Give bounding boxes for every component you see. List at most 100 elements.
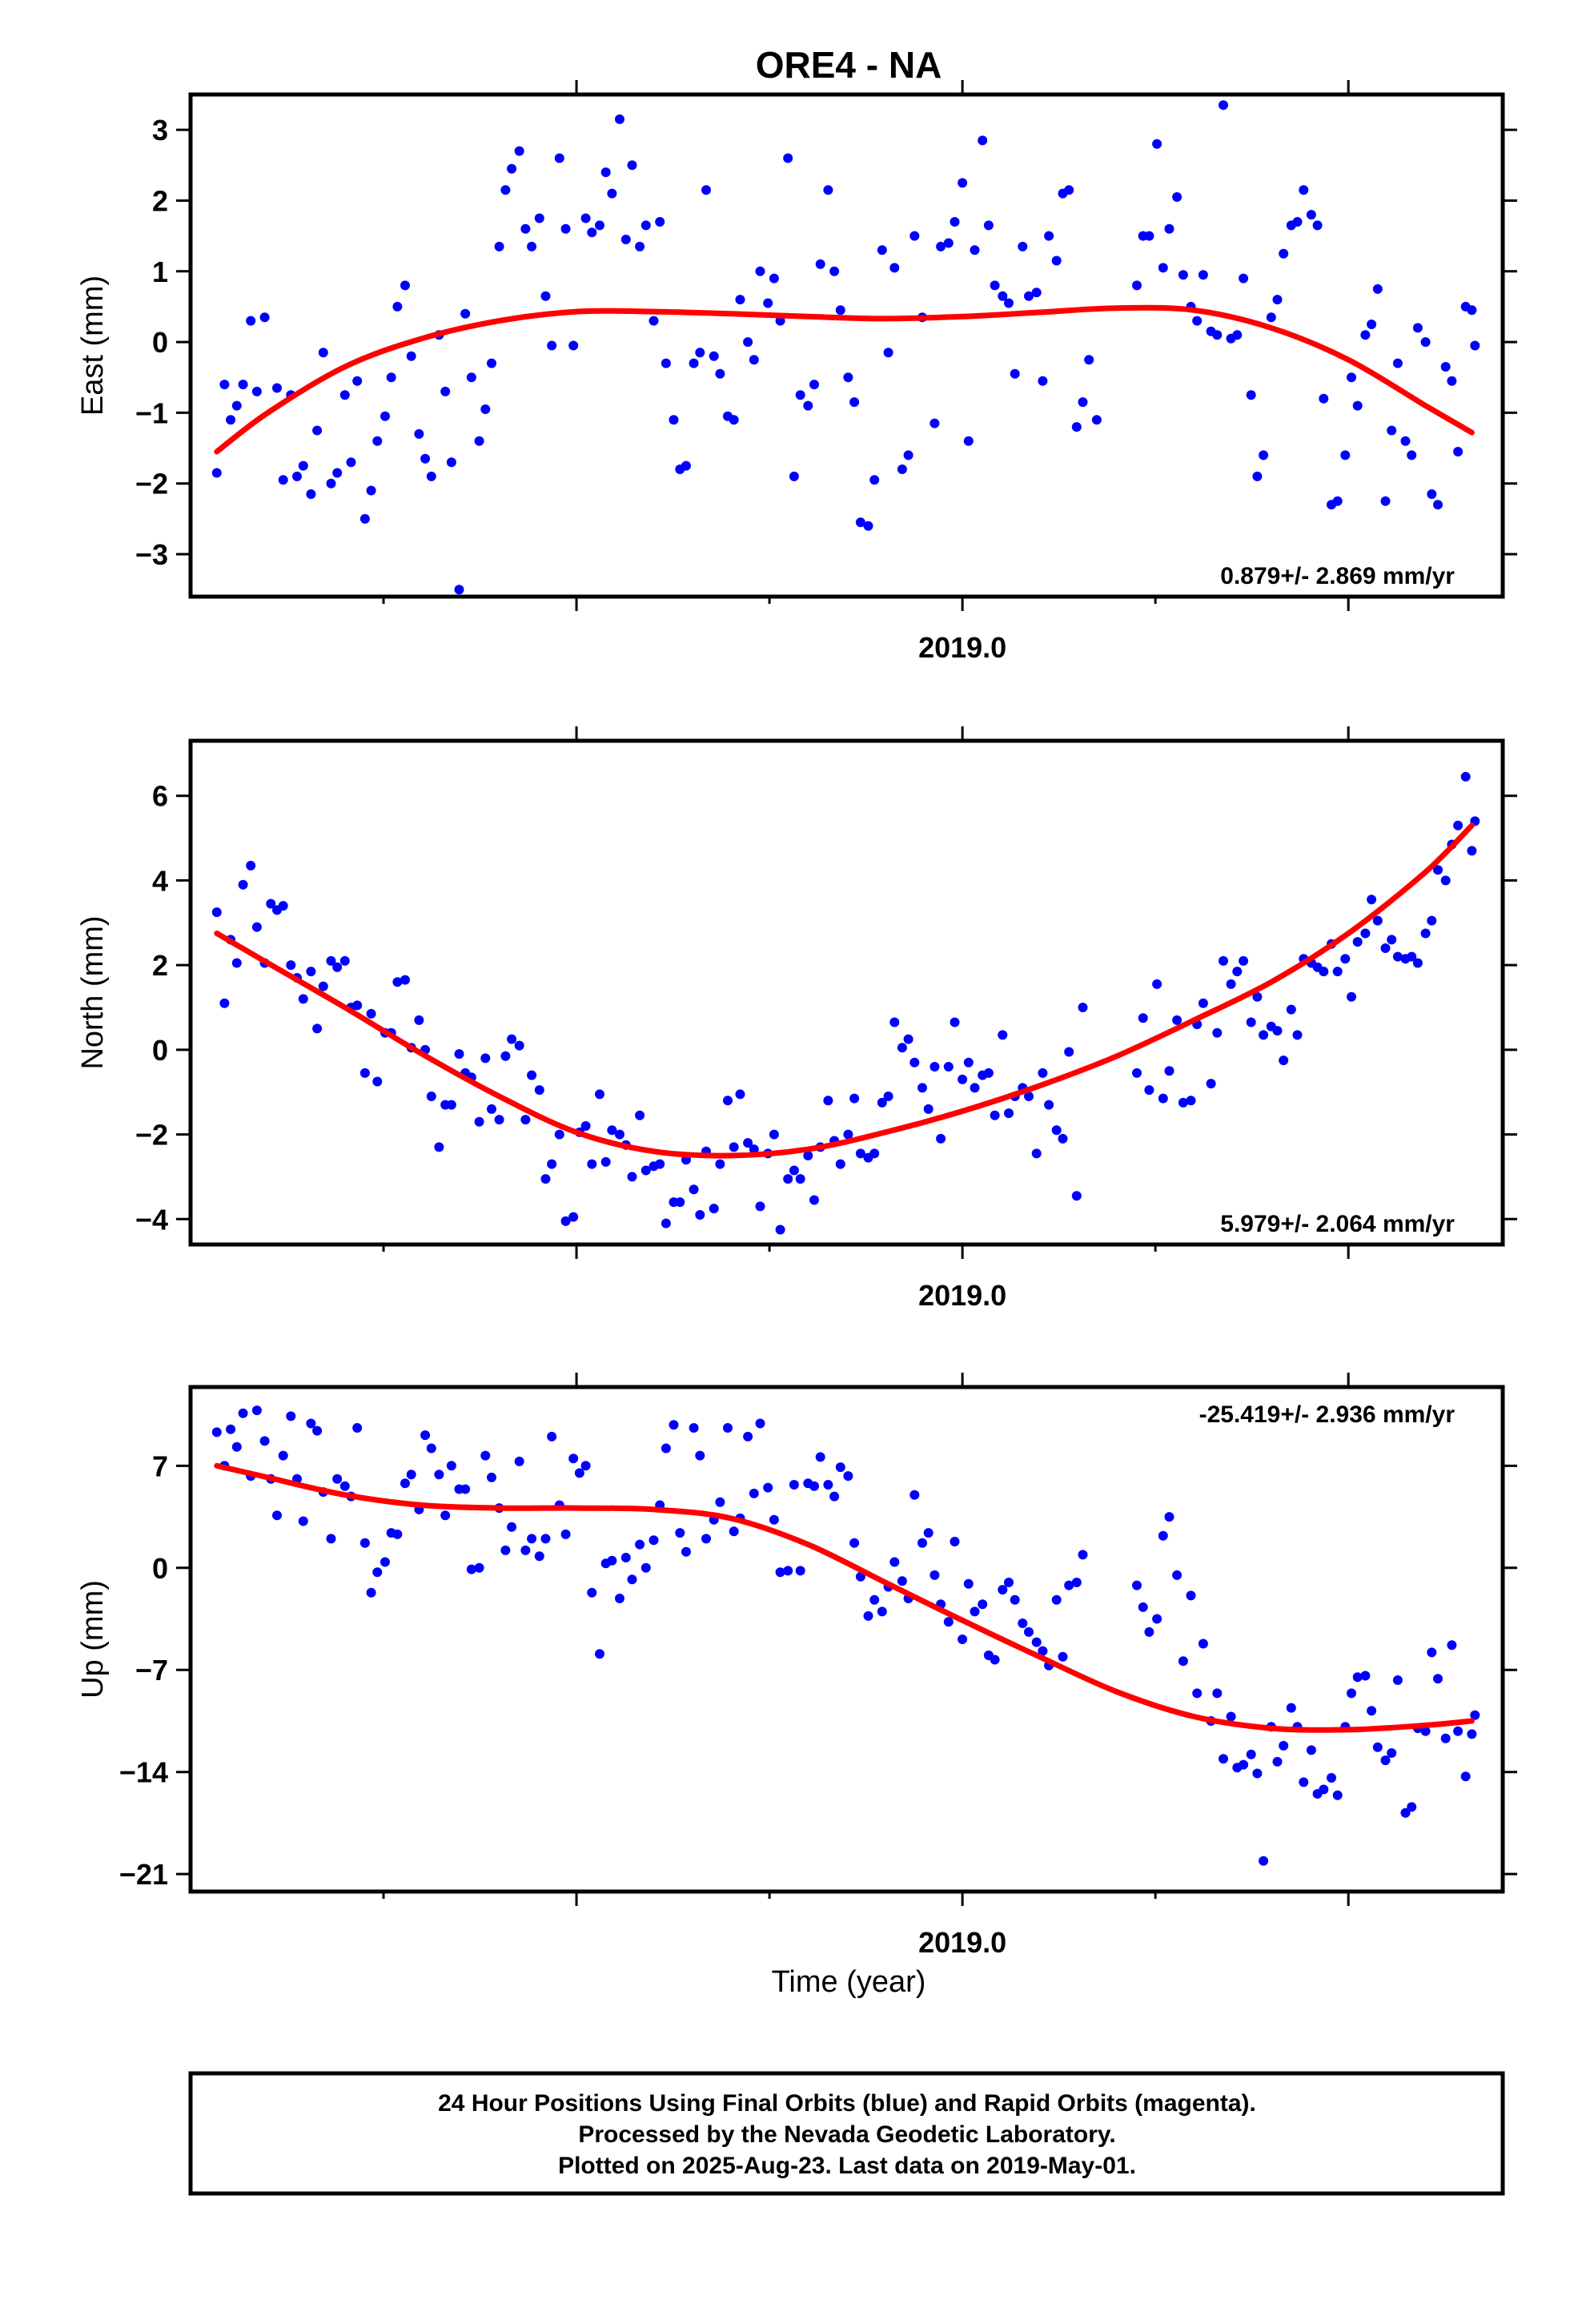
data-point [1332,967,1343,977]
data-point [843,1471,853,1482]
data-point [689,1184,699,1195]
data-point [359,1538,370,1548]
data-point [547,1431,557,1441]
east-panel: 3 2 1 0 −1 −2 −3 2019.0 East (mm) 0.879+/- 2.869 … [76,80,1517,664]
data-point [1198,998,1208,1008]
data-point [627,160,637,171]
data-point [909,1057,920,1068]
data-point [211,468,222,478]
data-point [715,1159,725,1169]
data-point [769,1514,779,1525]
data-point [635,1110,645,1120]
data-point [286,1411,296,1421]
data-point [527,1070,537,1080]
data-point [640,1165,651,1176]
data-point [1178,1097,1188,1108]
data-point [1440,875,1451,886]
data-point [615,114,624,124]
data-point [795,1566,805,1576]
data-point [607,188,617,199]
data-point [1407,450,1417,460]
data-point [494,1115,504,1125]
data-point [809,380,819,390]
north-panel: 6 4 2 0 −2 −4 2019.0 North (mm) 5.979+/- 2.064 m… [76,726,1517,1312]
data-point [226,1424,236,1434]
data-point [1064,1580,1074,1590]
data-point [1286,1004,1296,1015]
data-point [1380,496,1391,506]
data-point [635,241,645,251]
data-point [970,1083,980,1093]
data-point [400,1478,410,1489]
data-point [1299,1777,1309,1787]
data-point [855,517,865,528]
data-point [943,1617,954,1627]
data-point [635,1539,645,1550]
data-point [507,1522,517,1532]
data-point [1319,967,1329,977]
data-point [655,217,665,227]
data-point [332,962,343,972]
data-point [392,1529,403,1539]
y-tick-label: 6 [152,780,168,813]
data-point [211,1427,222,1437]
data-point [1420,1726,1431,1736]
data-point [326,955,336,966]
data-point [1232,967,1243,977]
data-point [1299,185,1309,195]
data-point [278,1450,288,1461]
data-point [1292,1030,1303,1040]
data-point [607,1125,617,1136]
data-point [480,1053,491,1063]
data-point [1259,450,1269,460]
data-point [1347,372,1356,383]
data-point [963,1578,974,1589]
data-point [835,1159,845,1169]
data-point [1010,1594,1020,1605]
data-point [595,1649,604,1659]
trend-line [214,304,1475,455]
y-tick-label: 2 [152,949,168,982]
data-point [763,1482,773,1493]
data-point [426,1092,436,1101]
data-point [1272,1026,1283,1036]
data-point [1212,1027,1223,1038]
data-point [372,436,383,446]
data-point [231,1441,242,1452]
data-point [936,241,946,251]
data-point [930,418,940,428]
data-point [897,1043,907,1053]
data-point [507,1034,517,1044]
data-point [735,1089,745,1100]
data-point [554,1129,564,1140]
data-point [1024,1626,1034,1637]
data-point [366,1587,376,1598]
data-point [607,1555,617,1566]
data-point [226,415,236,425]
data-point [1440,362,1451,372]
data-point [917,1538,927,1548]
data-point [286,960,296,971]
data-point [527,241,537,251]
data-point [930,1570,940,1580]
data-point [1219,100,1228,111]
data-point [829,266,840,276]
data-point [1031,1148,1042,1159]
data-point [534,1551,544,1562]
data-point [701,185,711,195]
data-point [869,1148,880,1159]
data-point [547,340,557,351]
footer-line-2: Processed by the Nevada Geodetic Laborat… [578,2121,1115,2148]
data-point [392,301,403,312]
data-point [1306,1745,1316,1755]
data-point [426,471,436,481]
data-point [238,1408,248,1418]
data-point [1467,1729,1477,1739]
data-point [568,1212,579,1222]
data-point [715,1497,725,1507]
data-point [326,1534,336,1544]
data-point [446,457,456,468]
data-point [729,1526,739,1537]
data-point [1327,1773,1336,1783]
data-point [1004,298,1014,308]
